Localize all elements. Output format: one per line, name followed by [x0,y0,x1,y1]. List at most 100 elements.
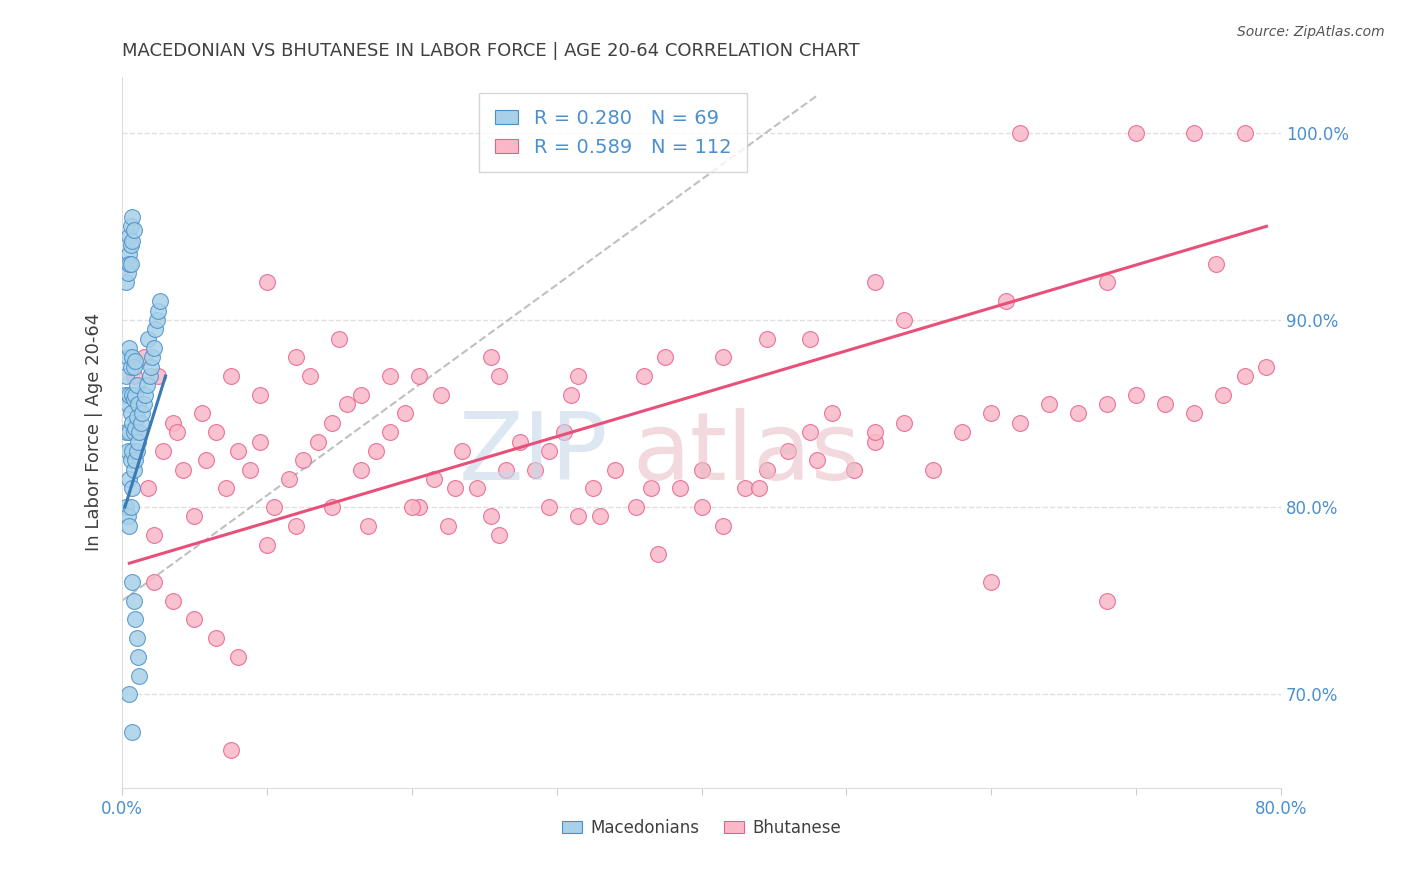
Point [806,453,828,467]
Point [378,425,401,440]
Point [640,481,662,495]
Point [603,463,626,477]
Point [120,453,142,467]
Point [118,341,141,355]
Point [205,631,228,645]
Point [114,388,136,402]
Point [124,421,146,435]
Point [256,276,278,290]
Point [124,612,146,626]
Point [121,235,143,249]
Point [1125,126,1147,140]
Point [121,351,143,365]
Point [364,444,387,458]
Point [277,472,299,486]
Point [538,500,561,514]
Point [139,359,162,374]
Point [121,416,143,430]
Point [1095,276,1118,290]
Point [378,369,401,384]
Point [626,500,648,514]
Point [1038,397,1060,411]
Point [922,463,945,477]
Point [148,303,170,318]
Point [122,593,145,607]
Point [711,351,734,365]
Point [690,463,713,477]
Point [124,453,146,467]
Point [401,500,423,514]
Point [120,500,142,514]
Point [465,481,488,495]
Point [357,518,380,533]
Point [336,397,359,411]
Point [142,528,165,542]
Point [115,500,138,514]
Point [256,537,278,551]
Point [748,481,770,495]
Point [1125,388,1147,402]
Point [146,313,169,327]
Point [509,434,531,449]
Point [865,434,887,449]
Point [589,509,612,524]
Point [128,425,150,440]
Point [1212,388,1234,402]
Point [893,416,915,430]
Point [134,388,156,402]
Point [249,434,271,449]
Point [481,509,503,524]
Point [138,369,160,384]
Point [120,257,142,271]
Point [799,332,821,346]
Point [128,425,150,440]
Point [129,416,152,430]
Point [215,481,238,495]
Point [183,509,205,524]
Point [127,649,149,664]
Point [142,341,165,355]
Point [128,668,150,682]
Point [560,388,582,402]
Point [127,397,149,411]
Point [307,434,329,449]
Point [118,472,141,486]
Point [451,444,474,458]
Point [125,410,148,425]
Point [149,294,172,309]
Point [121,444,143,458]
Point [136,332,159,346]
Point [136,481,159,495]
Point [145,322,167,336]
Point [408,500,430,514]
Point [226,649,249,664]
Point [226,444,249,458]
Text: ZIP: ZIP [460,408,609,500]
Point [125,631,148,645]
Point [865,425,887,440]
Point [120,238,142,252]
Point [1256,359,1278,374]
Point [980,407,1002,421]
Point [950,425,973,440]
Point [195,453,218,467]
Point [125,444,148,458]
Legend: Macedonians, Bhutanese: Macedonians, Bhutanese [555,813,848,844]
Y-axis label: In Labor Force | Age 20-64: In Labor Force | Age 20-64 [86,313,103,551]
Point [117,266,139,280]
Point [893,313,915,327]
Point [538,444,561,458]
Point [994,294,1017,309]
Point [122,463,145,477]
Point [118,257,141,271]
Point [135,378,157,392]
Point [118,425,141,440]
Point [321,416,343,430]
Point [125,378,148,392]
Point [444,481,467,495]
Text: atlas: atlas [631,408,860,500]
Point [115,425,138,440]
Point [567,369,589,384]
Point [172,463,194,477]
Point [124,388,146,402]
